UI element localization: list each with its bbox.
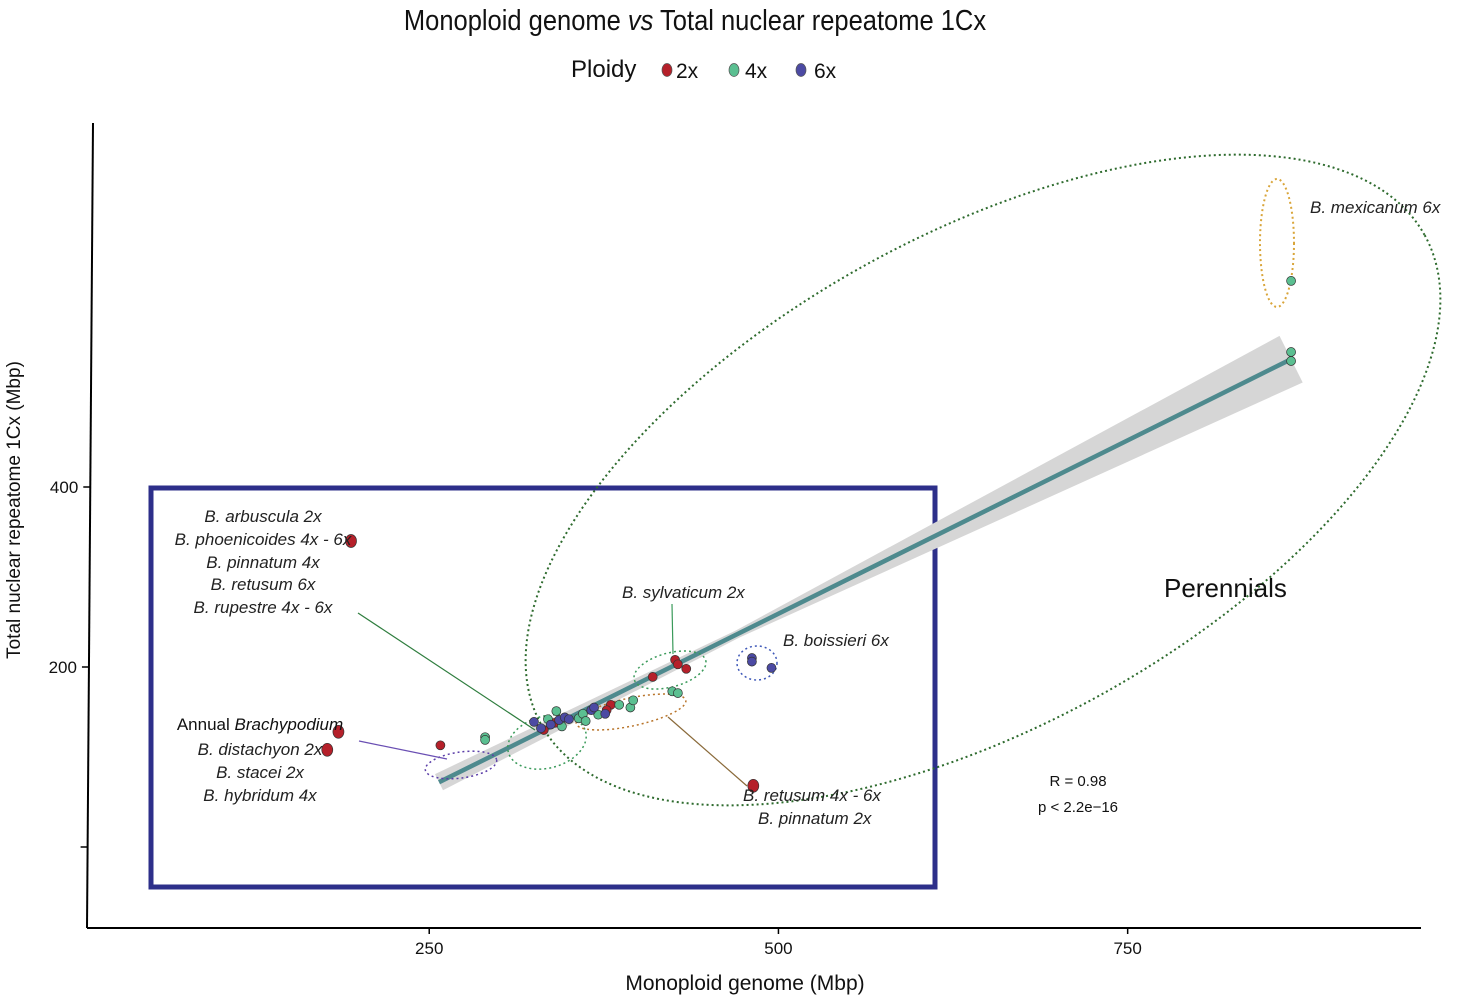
core-cluster-ellipse [507, 714, 587, 770]
point-4x-15 [673, 688, 683, 698]
annual-group-labels: Annual Brachypodium B. distachyon 2x B. … [177, 715, 343, 805]
y-tick-label-400: 400 [50, 478, 78, 497]
point-4x-4 [480, 735, 490, 745]
retusum-6x-label: B. retusum 6x [211, 575, 316, 594]
x-tick-label-750: 750 [1113, 939, 1141, 958]
mexicanum-label: B. mexicanum 6x [1310, 198, 1441, 217]
boissieri-ellipse [736, 645, 778, 681]
point-2x-1 [332, 724, 345, 739]
hybridum-label: B. hybridum 4x [203, 786, 317, 805]
point-2x-6 [673, 659, 683, 670]
retusum-4x6x-label: B. retusum 4x - 6x [743, 786, 881, 805]
legend-6x-label: 6x [814, 60, 837, 83]
distachyon-label: B. distachyon 2x [198, 740, 323, 759]
arbuscula-label: B. arbuscula 2x [204, 507, 322, 526]
annual-brachypodium-label: Annual Brachypodium [177, 715, 343, 734]
point-4x-5 [551, 706, 562, 716]
chart-title: Monoploid genome vs Total nuclear repeat… [404, 3, 987, 36]
group-ellipses [424, 153, 1442, 807]
point-4x-1 [1286, 347, 1296, 357]
title-part-1: Monoploid genome [404, 3, 628, 36]
brachypodium-word: Brachypodium [235, 715, 344, 734]
legend-6x-key [795, 63, 807, 77]
sylvaticum-connector [671, 603, 674, 655]
legend-4x-label: 4x [745, 60, 768, 83]
perennial-group-connector [357, 612, 536, 731]
x-tick-label-500: 500 [764, 939, 792, 958]
retusum-pinnatum-ellipse [575, 693, 687, 731]
perennial-group-labels: B. arbuscula 2x B. phoenicoides 4x - 6x … [175, 507, 352, 617]
y-axis-label: Total nuclear repeatome 1Cx (Mbp) [4, 361, 25, 659]
point-6x-0 [529, 717, 539, 727]
legend-2x-label: 2x [676, 60, 699, 83]
sylvaticum-ellipse [633, 650, 707, 690]
point-2x-0 [345, 534, 357, 548]
legend-2x-key [661, 63, 673, 77]
pinnatum-4x-label: B. pinnatum 4x [206, 553, 320, 572]
point-2x-4 [747, 778, 760, 793]
legend-4x-key [728, 63, 740, 77]
annual-connector [358, 740, 448, 760]
point-6x-10 [747, 656, 757, 667]
mexicanum-ellipse [1259, 178, 1295, 308]
point-6x-1 [536, 723, 546, 734]
annual-word: Annual [177, 715, 235, 734]
y-axis-line [86, 122, 94, 929]
point-6x-7 [589, 702, 599, 713]
point-4x-11 [614, 699, 625, 710]
perennials-label: Perennials [1164, 573, 1287, 603]
axis-ticks: 250 500 750 200 400 [49, 478, 1142, 958]
point-2x-8 [647, 672, 658, 682]
point-4x-0 [1286, 276, 1296, 286]
point-2x-7 [681, 663, 692, 674]
legend-title: Ploidy [571, 56, 636, 83]
point-6x-2 [545, 719, 556, 730]
point-6x-5 [564, 714, 574, 725]
point-2x-3 [435, 740, 446, 751]
stats-p: p < 2.2e−16 [1038, 799, 1118, 816]
boissieri-label: B. boissieri 6x [783, 631, 889, 650]
point-4x-2 [1286, 356, 1296, 366]
annual-ellipse [424, 750, 498, 780]
legend: Ploidy 2x 4x 6x [571, 56, 837, 83]
point-2x-2 [321, 742, 334, 757]
x-axis-label: Monoploid genome (Mbp) [625, 972, 864, 995]
point-6x-11 [766, 663, 777, 673]
title-part-2: Total nuclear repeatome 1Cx [653, 3, 986, 36]
perennials-ellipse [524, 153, 1442, 807]
stacei-label: B. stacei 2x [216, 763, 304, 782]
point-6x-8 [600, 708, 611, 719]
stats-r: R = 0.98 [1049, 773, 1106, 790]
phoenicoides-label: B. phoenicoides 4x - 6x [175, 530, 352, 549]
pinnatum-2x-label: B. pinnatum 2x [758, 809, 872, 828]
point-4x-13 [628, 695, 639, 706]
annual-highlight-box [148, 485, 938, 890]
x-tick-label-250: 250 [415, 939, 443, 958]
rupestre-label: B. rupestre 4x - 6x [194, 598, 333, 617]
point-4x-10 [580, 716, 591, 726]
data-points [321, 276, 1296, 793]
sylvaticum-label: B. sylvaticum 2x [622, 583, 745, 602]
y-tick-label-200: 200 [49, 658, 77, 677]
title-vs: vs [628, 3, 654, 36]
retusum-connector [667, 716, 748, 787]
